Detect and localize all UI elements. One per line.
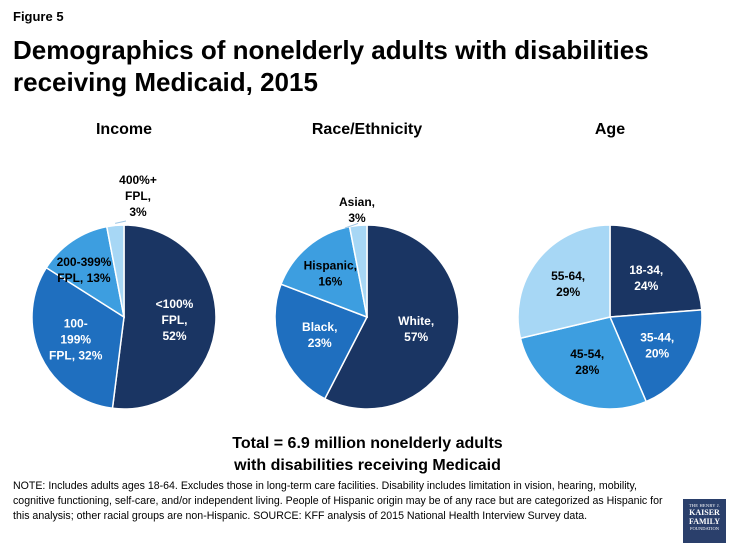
income-slice-0 <box>111 224 217 410</box>
age-slice-2 <box>519 316 648 410</box>
logo-line-3: FAMILY <box>688 517 721 526</box>
page-title: Demographics of nonelderly adults with d… <box>13 35 649 97</box>
race-slice-1 <box>274 283 369 400</box>
age-slice-label-3: 55-64, 29% <box>551 269 585 299</box>
total-caption: Total = 6.9 million nonelderly adults wi… <box>180 433 555 477</box>
logo-line-2: KAISER <box>689 508 720 517</box>
total-line-2: with disabilities receiving Medicaid <box>234 457 501 474</box>
age-slice-label-2: 45-54, 28% <box>570 347 604 377</box>
chart-title-age: Age <box>594 121 626 138</box>
race-slice-label-2: Hispanic, 16% <box>304 258 357 288</box>
income-slice-2 <box>45 225 126 319</box>
income-slice-label-0: <100% FPL, 52% <box>156 297 194 343</box>
age-slice-1 <box>608 309 703 403</box>
age-slice-0 <box>609 224 703 318</box>
chart-title-race: Race/Ethnicity <box>311 121 423 138</box>
race-leader-line-3 <box>344 222 359 229</box>
income-slice-label-2: 200-399% FPL, 13% <box>57 255 112 285</box>
income-slice-label-1: 100-199% FPL, 32% <box>49 317 103 363</box>
race-slice-label-0: White, 57% <box>398 314 434 344</box>
income-leader-line-3 <box>115 220 127 224</box>
figure-label: Figure 5 <box>13 9 64 24</box>
race-slice-label-1: Black, 23% <box>302 320 337 350</box>
age-slice-label-0: 18-34, 24% <box>629 263 663 293</box>
age-slice-3 <box>517 224 611 340</box>
logo-line-1: THE HENRY J. <box>688 503 721 508</box>
race-slice-label-3: Asian, 3% <box>339 195 375 225</box>
income-slice-label-3: 400%+ FPL, 3% <box>119 173 157 219</box>
logo-line-4: FOUNDATION <box>690 526 719 531</box>
total-line-1: Total = 6.9 million nonelderly adults <box>232 435 503 452</box>
race-slice-2 <box>280 225 368 319</box>
source-note: NOTE: Includes adults ages 18-64. Exclud… <box>13 480 663 522</box>
age-slice-label-1: 35-44, 20% <box>640 331 674 361</box>
race-slice-0 <box>323 224 460 410</box>
kff-logo: THE HENRY J. KAISER FAMILY FOUNDATION <box>683 499 726 543</box>
chart-title-income: Income <box>95 121 152 138</box>
income-slice-3 <box>105 224 125 318</box>
